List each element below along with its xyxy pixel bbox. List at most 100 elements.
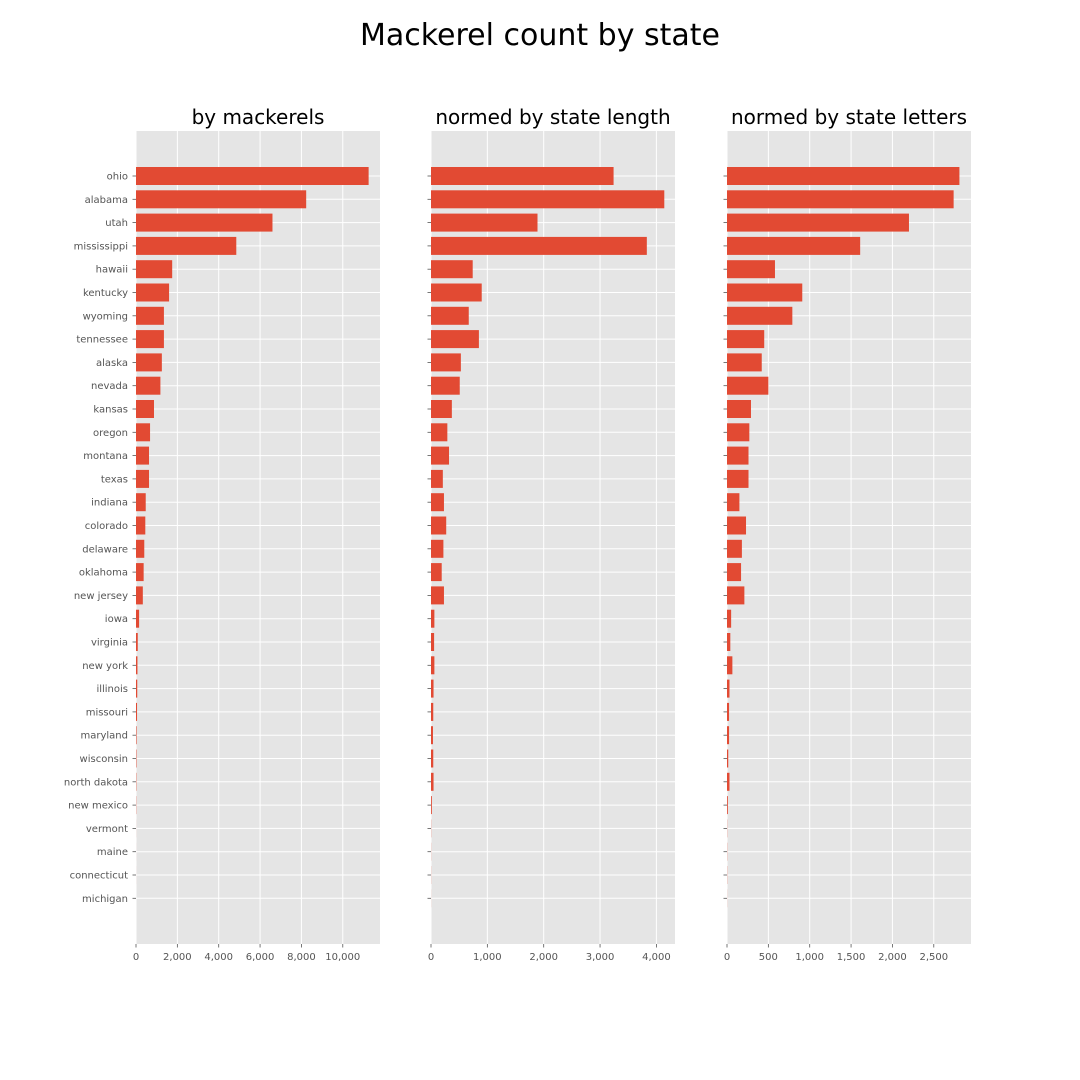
y-tick-label: vermont xyxy=(86,824,128,835)
bar-new-york xyxy=(136,656,138,675)
y-tick-label: new jersey xyxy=(74,591,128,602)
bar-kansas xyxy=(431,400,452,418)
bar-nevada xyxy=(136,376,161,395)
bar-tennessee xyxy=(727,330,765,349)
bar-maryland xyxy=(727,726,730,745)
chart-panel-3: 0 500 1,000 1,500 2,000 2,500 normed by state … xyxy=(723,105,971,963)
bar-alaska xyxy=(136,353,162,372)
bar-iowa xyxy=(431,609,435,628)
bar-colorado xyxy=(431,516,447,535)
bar-delaware xyxy=(136,539,145,558)
x-tick-label: 10,000 xyxy=(325,952,360,963)
bar-montana xyxy=(136,446,150,465)
bar-wisconsin xyxy=(727,749,729,768)
y-tick-label: michigan xyxy=(82,894,128,905)
y-tick-label: oregon xyxy=(93,428,128,439)
y-tick-label: new york xyxy=(82,661,128,672)
chart-panels: ohio alabama utah mississippi hawaii kentucky… xyxy=(64,105,971,963)
bar-indiana xyxy=(431,493,444,512)
bar-nevada xyxy=(431,376,460,395)
y-tick-label: delaware xyxy=(82,544,128,555)
bar-oklahoma xyxy=(727,563,742,582)
bar-oregon xyxy=(431,423,448,442)
x-tick-label: 6,000 xyxy=(246,952,275,963)
y-tick-label: missouri xyxy=(86,707,128,718)
bar-maryland xyxy=(431,726,433,745)
bar-new-jersey xyxy=(136,586,143,605)
y-tick-label: utah xyxy=(105,218,128,229)
bar-virginia xyxy=(431,633,435,651)
bar-wyoming xyxy=(136,306,164,325)
y-tick-label: montana xyxy=(83,451,128,462)
y-tick-label: iowa xyxy=(105,614,128,625)
y-tick-label: indiana xyxy=(91,498,128,509)
bar-alabama xyxy=(431,190,665,209)
x-tick-label: 0 xyxy=(428,952,434,963)
bar-missouri xyxy=(136,702,138,721)
bar-new-mexico xyxy=(727,796,728,815)
bar-new-jersey xyxy=(727,586,745,605)
bar-montana xyxy=(727,446,749,465)
bar-utah xyxy=(136,213,273,232)
bar-mississippi xyxy=(136,236,237,255)
x-tick-label: 2,000 xyxy=(163,952,192,963)
bar-oklahoma xyxy=(136,563,144,582)
y-tick-label: illinois xyxy=(96,684,128,695)
bar-new-jersey xyxy=(431,586,444,605)
bar-hawaii xyxy=(727,260,775,279)
y-tick-label: ohio xyxy=(107,172,128,183)
bar-kansas xyxy=(136,400,154,418)
bar-illinois xyxy=(727,679,730,698)
x-tick-label: 1,000 xyxy=(795,952,824,963)
bar-kentucky xyxy=(431,283,482,302)
y-tick-label: connecticut xyxy=(70,871,128,882)
bar-mississippi xyxy=(727,236,861,255)
bar-illinois xyxy=(431,679,434,698)
y-tick-label: wisconsin xyxy=(80,754,128,765)
x-tick-label: 2,000 xyxy=(878,952,907,963)
y-tick-label: texas xyxy=(101,474,128,485)
bar-new-york xyxy=(727,656,733,675)
y-tick-label: oklahoma xyxy=(79,568,128,579)
bar-mississippi xyxy=(431,236,647,255)
bar-colorado xyxy=(727,516,747,535)
bar-kentucky xyxy=(136,283,170,302)
bar-north-dakota xyxy=(431,772,434,791)
x-tick-label: 500 xyxy=(759,952,778,963)
x-tick-label: 0 xyxy=(724,952,730,963)
bar-ohio xyxy=(727,167,960,185)
bar-texas xyxy=(727,469,749,488)
chart-panel-2: 0 1,000 2,000 3,000 4,000 normed by state len… xyxy=(427,105,675,963)
y-tick-label: alaska xyxy=(96,358,128,369)
x-tick-label: 1,000 xyxy=(473,952,502,963)
x-tick-label: 8,000 xyxy=(287,952,316,963)
bar-kansas xyxy=(727,400,751,418)
bar-wyoming xyxy=(727,306,793,325)
bar-ohio xyxy=(136,167,369,185)
bar-alaska xyxy=(431,353,461,372)
bar-illinois xyxy=(136,679,138,698)
bar-oklahoma xyxy=(431,563,442,582)
bar-texas xyxy=(431,469,443,488)
bar-virginia xyxy=(136,633,138,651)
y-tick-label: north dakota xyxy=(64,777,128,788)
bar-virginia xyxy=(727,633,731,651)
y-tick-label: tennessee xyxy=(76,335,128,346)
bar-alabama xyxy=(727,190,954,209)
x-tick-label: 2,500 xyxy=(919,952,948,963)
y-tick-label: wyoming xyxy=(83,311,128,322)
x-tick-label: 1,500 xyxy=(837,952,866,963)
bar-kentucky xyxy=(727,283,803,302)
bar-ohio xyxy=(431,167,614,185)
bar-nevada xyxy=(727,376,769,395)
bar-texas xyxy=(136,469,150,488)
bar-tennessee xyxy=(431,330,479,349)
axes-background xyxy=(136,131,380,944)
bar-missouri xyxy=(727,702,730,721)
panel-title: by mackerels xyxy=(192,105,325,129)
bar-colorado xyxy=(136,516,146,535)
figure-title: Mackerel count by state xyxy=(360,18,720,53)
bar-oregon xyxy=(727,423,750,442)
panel-title: normed by state length xyxy=(435,105,670,129)
